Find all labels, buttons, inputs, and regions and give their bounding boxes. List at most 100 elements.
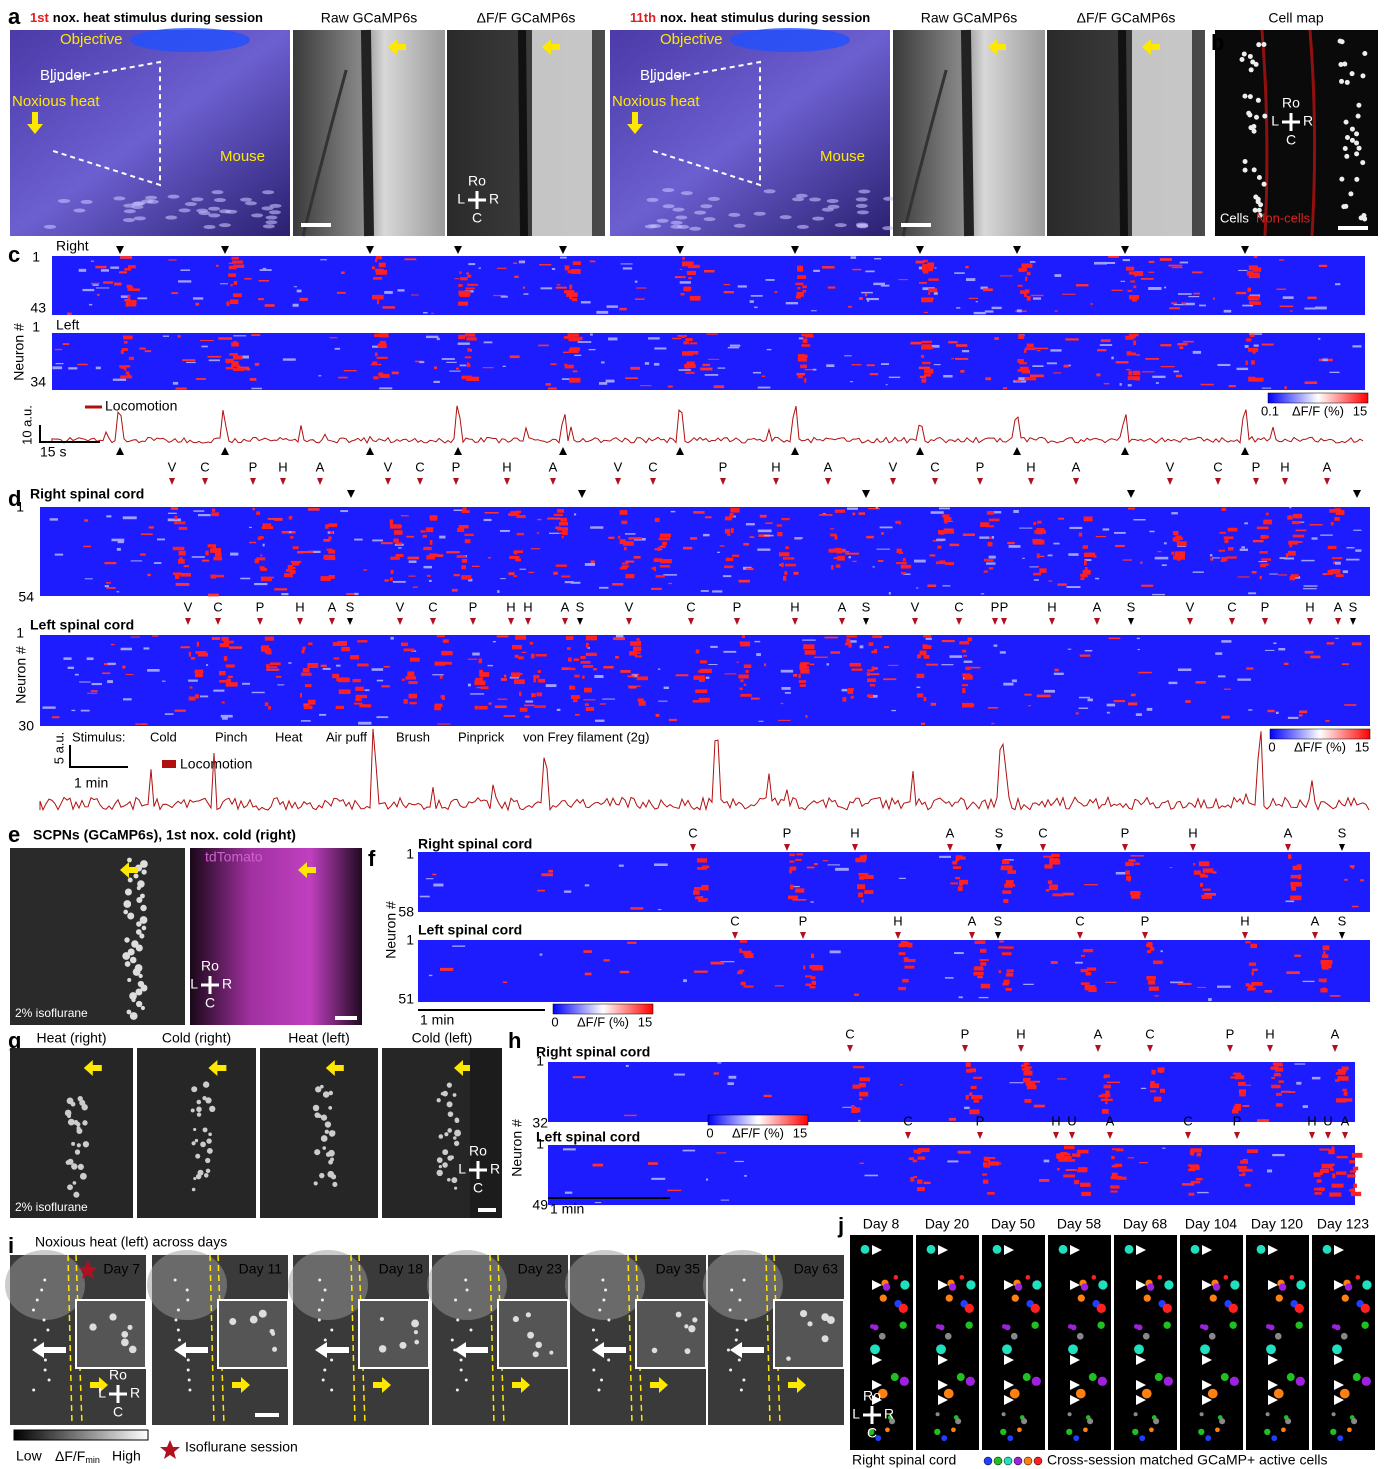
heatmap-texture: [745, 670, 748, 673]
heatmap-texture: [573, 1076, 585, 1078]
cell-dot: [592, 1329, 595, 1332]
heatmap-texture: [290, 570, 296, 574]
heatmap-texture: [837, 556, 845, 561]
cell-dot: [736, 1329, 739, 1332]
heatmap-texture: [909, 1157, 914, 1160]
heatmap-texture: [154, 562, 162, 564]
heatmap-texture: [917, 1180, 922, 1184]
heatmap-texture: [282, 531, 296, 534]
cell-dot: [934, 1429, 940, 1435]
image-title: ΔF/F GCaMP6s: [477, 10, 576, 26]
heatmap-texture: [114, 283, 121, 286]
cell-dot: [442, 1162, 448, 1168]
heatmap-texture: [724, 284, 731, 285]
heatmap-texture: [319, 714, 326, 716]
cell-dot: [1098, 1377, 1107, 1386]
cell-dot: [319, 1173, 324, 1178]
heatmap-texture: [923, 635, 931, 637]
heatmap-texture: [1009, 545, 1021, 548]
heatmap-texture: [106, 515, 111, 517]
heatmap-texture: [1241, 546, 1245, 548]
heatmap-title: Left spinal cord: [418, 922, 522, 938]
heatmap-texture: [537, 532, 539, 533]
heatmap-texture: [91, 690, 98, 692]
heatmap-texture: [1084, 884, 1098, 885]
heatmap-texture: [232, 260, 243, 263]
panel-letter: b: [1211, 30, 1224, 55]
heatmap-texture: [85, 578, 93, 579]
heatmap-texture: [192, 556, 205, 558]
heatmap-texture: [1002, 890, 1011, 894]
heatmap-texture: [741, 982, 746, 986]
heatmap-texture: [921, 723, 925, 725]
heatmap-texture: [664, 687, 669, 689]
heatmap-texture: [705, 516, 712, 518]
heatmap-texture: [222, 701, 225, 703]
heatmap-texture: [1336, 1172, 1346, 1175]
cell-dot: [1002, 1324, 1007, 1329]
heatmap-texture: [1172, 267, 1183, 268]
heatmap-texture: [652, 567, 654, 569]
heatmap-texture: [173, 382, 178, 385]
cell-dot: [1350, 127, 1355, 132]
heatmap-texture: [231, 361, 238, 365]
heatmap-texture: [1003, 387, 1007, 389]
heatmap-texture: [1318, 338, 1320, 340]
floor-texture: [212, 190, 224, 194]
heatmap-texture: [1049, 886, 1058, 890]
stimulus-marker: [366, 246, 374, 254]
heatmap-texture: [658, 909, 662, 910]
heatmap-texture: [1278, 648, 1285, 650]
heatmap-texture: [420, 530, 425, 532]
heatmap-texture: [798, 376, 803, 378]
stimulus-label: A: [561, 599, 570, 614]
heatmap-texture: [860, 1077, 871, 1081]
cell-dot: [206, 1138, 211, 1143]
heatmap-texture: [1251, 360, 1255, 364]
heatmap-texture: [1135, 376, 1140, 380]
heatmap-texture: [419, 361, 424, 363]
heatmap-texture: [409, 561, 417, 563]
heatmap-texture: [1314, 1192, 1321, 1195]
heatmap-texture: [1271, 1085, 1280, 1089]
heatmap-texture: [495, 705, 507, 708]
heatmap-texture: [1104, 1074, 1110, 1077]
heatmap-texture: [1021, 263, 1032, 267]
heatmap-texture: [442, 358, 455, 360]
heatmap-texture: [851, 696, 854, 699]
heatmap-texture: [1345, 1098, 1352, 1101]
heatmap-texture: [180, 269, 190, 271]
image: [190, 848, 362, 1025]
compass-label: R: [222, 976, 232, 992]
panel-title: 1stnox. heat stimulus during session: [30, 10, 263, 25]
heatmap-texture: [744, 684, 746, 686]
heatmap-texture: [727, 1082, 733, 1085]
heatmap-texture: [1006, 880, 1014, 884]
heatmap-texture: [1079, 708, 1089, 709]
inset: [359, 1300, 429, 1368]
heatmap-texture: [800, 365, 807, 369]
image-title: ΔF/F GCaMP6s: [1077, 10, 1176, 26]
cell-dot: [1000, 1429, 1006, 1435]
heatmap-texture: [962, 650, 966, 653]
heatmap-texture: [981, 984, 990, 989]
legend-label: von Frey filament (2g): [523, 729, 649, 744]
cell-dot: [174, 1319, 177, 1322]
heatmap-texture: [625, 377, 638, 379]
heatmap-texture: [1352, 345, 1361, 347]
heatmap-texture: [268, 518, 282, 520]
heatmap-texture: [867, 299, 869, 302]
heatmap-texture: [350, 655, 359, 659]
heatmap-texture: [124, 268, 131, 271]
heatmap-texture: [583, 665, 593, 668]
heatmap-texture: [586, 636, 597, 641]
heatmap-texture: [1248, 377, 1255, 382]
heatmap-texture: [411, 295, 419, 296]
heatmap-texture: [480, 677, 482, 680]
heatmap-texture: [1305, 381, 1318, 384]
heatmap-texture: [756, 653, 761, 656]
floor-texture: [754, 212, 766, 216]
stimulus-label: H: [850, 825, 859, 840]
stimulus-marker: [977, 478, 983, 485]
heatmap-texture: [274, 588, 287, 590]
